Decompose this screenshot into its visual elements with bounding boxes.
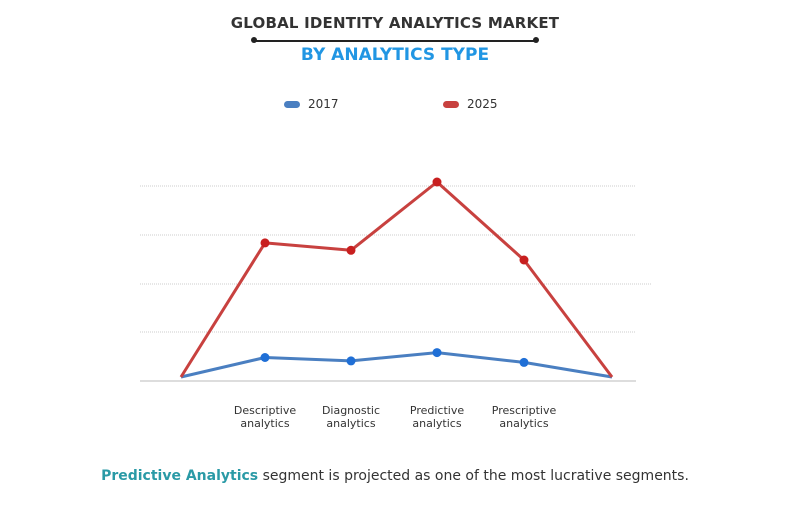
data-point-2017-1	[260, 353, 270, 362]
series-line-2017	[180, 351, 613, 379]
legend-swatch-2025	[443, 100, 459, 108]
title-divider	[254, 40, 536, 42]
series-line-2025	[179, 180, 614, 378]
series-lines	[179, 180, 614, 379]
legend-label-2017: 2017	[308, 97, 339, 111]
gridlines	[140, 185, 652, 382]
chart-subtitle: BY ANALYTICS TYPE	[300, 45, 490, 65]
legend-label-2025: 2025	[467, 97, 498, 111]
data-point-2025-1	[260, 238, 270, 248]
caption-highlight: Predictive Analytics	[101, 468, 259, 484]
caption-text: segment is projected as one of the most …	[258, 468, 689, 484]
data-point-2017-3	[432, 348, 442, 358]
x-tick-predictive-line2: analytics	[412, 417, 461, 430]
x-tick-descriptive-line1: Descriptive	[234, 404, 296, 417]
data-point-2017-2	[346, 356, 356, 366]
series-points	[260, 177, 529, 367]
legend-item-2017: 2017	[284, 97, 339, 111]
divider-left-dot	[251, 37, 257, 43]
chart-title: GLOBAL IDENTITY ANALYTICS MARKET	[230, 14, 560, 32]
chart-caption: Predictive Analytics segment is projecte…	[0, 468, 790, 484]
x-tick-diagnostic-line1: Diagnostic	[322, 404, 380, 417]
divider-right-dot	[533, 37, 539, 43]
legend-swatch-2017	[284, 100, 300, 108]
x-tick-prescriptive-line1: Prescriptive	[492, 404, 557, 417]
x-tick-diagnostic-line2: analytics	[326, 417, 375, 430]
x-tick-descriptive-line2: analytics	[240, 417, 289, 430]
data-point-2025-3	[432, 177, 442, 187]
data-point-2025-2	[346, 245, 356, 255]
x-tick-prescriptive-line2: analytics	[499, 417, 548, 430]
x-axis-ticks: Descriptive analytics Diagnostic analyti…	[234, 404, 557, 430]
x-tick-predictive-line1: Predictive	[410, 404, 464, 417]
legend-item-2025: 2025	[443, 97, 498, 111]
data-point-2025-4	[519, 255, 529, 265]
data-point-2017-4	[519, 357, 529, 367]
